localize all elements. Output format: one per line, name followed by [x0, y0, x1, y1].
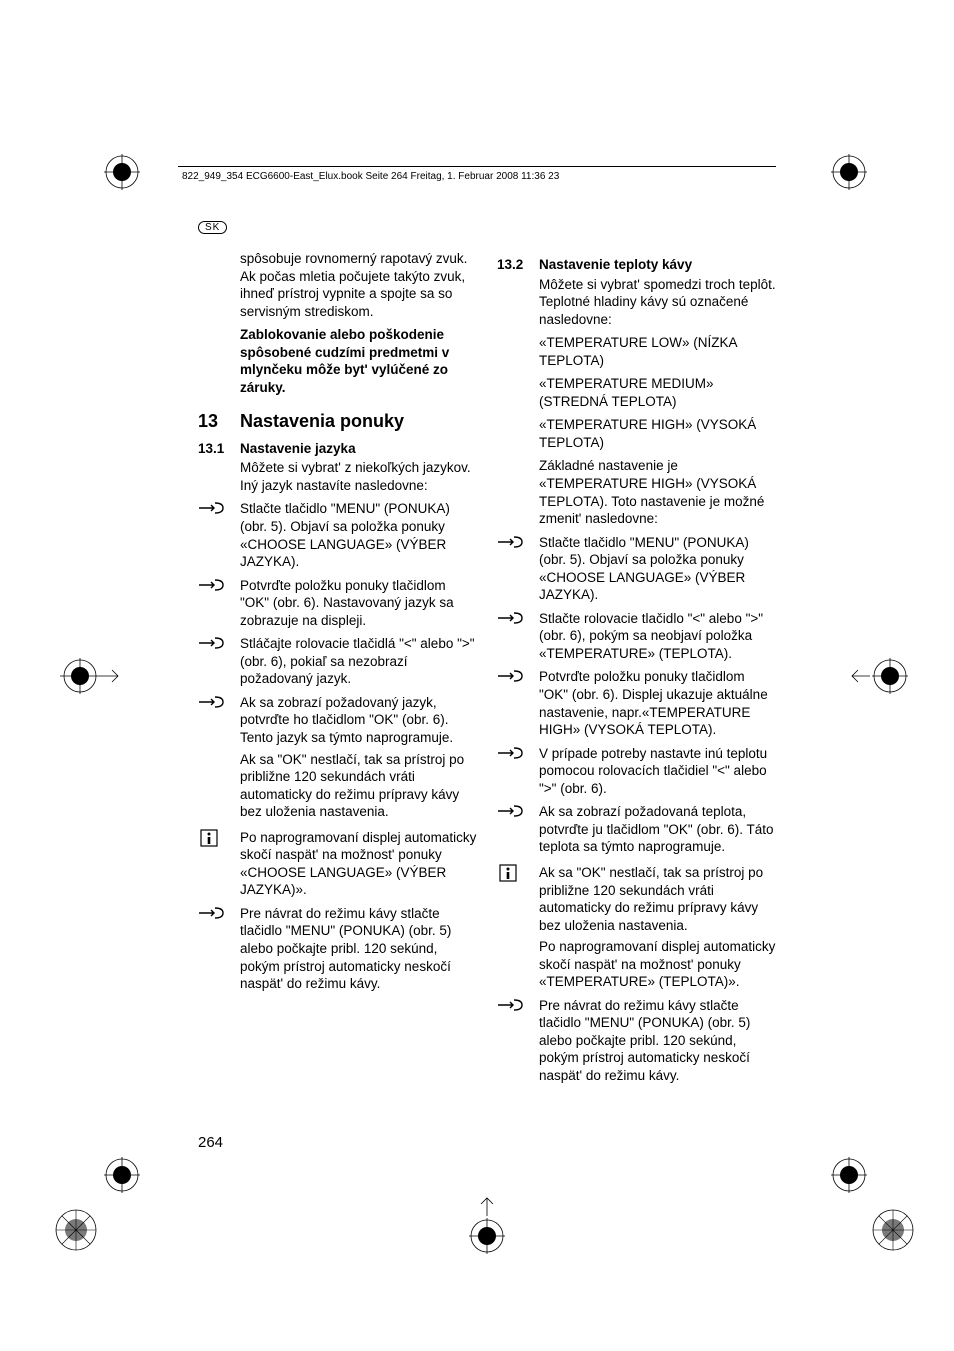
step-3: Stláčajte rolovacie tlačidlá "<" alebo "…: [198, 635, 477, 688]
header-text: 822_949_354 ECG6600-East_Elux.book Seite…: [182, 171, 559, 182]
h2-text: Nastavenie teploty kávy: [539, 256, 692, 274]
hand-icon: [198, 694, 240, 821]
hand-icon: [198, 905, 240, 993]
hand-icon: [497, 534, 539, 604]
hand-icon: [497, 803, 539, 856]
intro-para-2: Zablokovanie alebo poškodenie spôsobené …: [240, 326, 477, 396]
reg-target-tl: [104, 154, 140, 190]
h2-num: 13.1: [198, 440, 240, 458]
page-number: 264: [198, 1134, 223, 1151]
reg-target-tr: [831, 154, 867, 190]
step-text: Potvrďte položku ponuky tlačidlom "OK" (…: [539, 668, 776, 738]
reg-outer-bl: [54, 1208, 98, 1252]
reg-outer-br: [871, 1208, 915, 1252]
left-column: spôsobuje rovnomerný rapotavý zvuk. Ak p…: [198, 250, 477, 1091]
step-r5: Ak sa zobrazí požadovaná teplota, potvrď…: [497, 803, 776, 856]
info-text: Po naprogramovaní displej automaticky sk…: [240, 829, 477, 899]
temp-high: «TEMPERATURE HIGH» (VYSOKÁ TEPLOTA): [539, 416, 776, 451]
info-1: Po naprogramovaní displej automaticky sk…: [198, 829, 477, 899]
step-r6: Pre návrat do režimu kávy stlačte tlačid…: [497, 997, 776, 1085]
info-r1a: Ak sa "OK" nestlačí, tak sa prístroj po …: [539, 865, 763, 933]
section-13-1-heading: 13.1 Nastavenie jazyka: [198, 440, 477, 458]
step-r1: Stlačte tlačidlo "MENU" (PONUKA) (obr. 5…: [497, 534, 776, 604]
section-13-heading: 13 Nastavenia ponuky: [198, 410, 477, 433]
step-text: Pre návrat do režimu kávy stlačte tlačid…: [539, 997, 776, 1085]
intro-para-1: spôsobuje rovnomerný rapotavý zvuk. Ak p…: [240, 250, 477, 320]
temp-medium: «TEMPERATURE MEDIUM» (STREDNÁ TEPLOTA): [539, 375, 776, 410]
right-column: 13.2 Nastavenie teploty kávy Môžete si v…: [497, 250, 776, 1091]
step-1: Stlačte tlačidlo "MENU" (PONUKA) (obr. 5…: [198, 500, 477, 570]
step-text: Potvrďte položku ponuky tlačidlom "OK" (…: [240, 577, 477, 630]
hand-icon: [497, 668, 539, 738]
info-icon: [198, 829, 240, 899]
step-text: Ak sa zobrazí požadovaný jazyk, potvrďte…: [240, 694, 477, 821]
para-13-2-intro: Môžete si vybrat' spomedzi troch teplôt.…: [539, 276, 776, 329]
content-columns: spôsobuje rovnomerný rapotavý zvuk. Ak p…: [198, 250, 776, 1091]
info-icon: [497, 864, 539, 991]
step-text: Stlačte rolovacie tlačidlo "<" alebo ">"…: [539, 610, 776, 663]
para-13-1-intro: Môžete si vybrat' z niekoľkých jazykov. …: [240, 459, 477, 494]
step-text: Ak sa zobrazí požadovaná teplota, potvrď…: [539, 803, 776, 856]
info-r1: Ak sa "OK" nestlačí, tak sa prístroj po …: [497, 864, 776, 991]
step-text: Pre návrat do režimu kávy stlačte tlačid…: [240, 905, 477, 993]
reg-pointer-bottom: [457, 1196, 517, 1256]
para-13-2-default: Základné nastavenie je «TEMPERATURE HIGH…: [539, 457, 776, 527]
language-badge: SK: [198, 221, 227, 234]
step-r3: Potvrďte položku ponuky tlačidlom "OK" (…: [497, 668, 776, 738]
h1-text: Nastavenia ponuky: [240, 410, 404, 433]
step-4: Ak sa zobrazí požadovaný jazyk, potvrďte…: [198, 694, 477, 821]
hand-icon: [497, 745, 539, 798]
step-r4: V prípade potreby nastavte inú teplotu p…: [497, 745, 776, 798]
step-text: Stlačte tlačidlo "MENU" (PONUKA) (obr. 5…: [240, 500, 477, 570]
step-5: Pre návrat do režimu kávy stlačte tlačid…: [198, 905, 477, 993]
step-text: Stláčajte rolovacie tlačidlá "<" alebo "…: [240, 635, 477, 688]
step-text: Stlačte tlačidlo "MENU" (PONUKA) (obr. 5…: [539, 534, 776, 604]
h2-text: Nastavenie jazyka: [240, 440, 356, 458]
hand-icon: [497, 997, 539, 1085]
reg-target-bl: [104, 1157, 140, 1193]
step-2: Potvrďte položku ponuky tlačidlom "OK" (…: [198, 577, 477, 630]
section-13-2-heading: 13.2 Nastavenie teploty kávy: [497, 256, 776, 274]
reg-pointer-left: [60, 646, 120, 706]
step-text: V prípade potreby nastavte inú teplotu p…: [539, 745, 776, 798]
step-4a: Ak sa zobrazí požadovaný jazyk, potvrďte…: [240, 695, 453, 745]
reg-target-br: [831, 1157, 867, 1193]
step-r2: Stlačte rolovacie tlačidlo "<" alebo ">"…: [497, 610, 776, 663]
hand-icon: [198, 577, 240, 630]
temp-low: «TEMPERATURE LOW» (NÍZKA TEPLOTA): [539, 334, 776, 369]
step-4b: Ak sa "OK" nestlačí, tak sa prístroj po …: [240, 752, 464, 820]
hand-icon: [497, 610, 539, 663]
h2-num: 13.2: [497, 256, 539, 274]
reg-pointer-right: [850, 646, 910, 706]
h1-num: 13: [198, 410, 240, 433]
hand-icon: [198, 635, 240, 688]
hand-icon: [198, 500, 240, 570]
header-rule: [178, 166, 776, 167]
info-text: Ak sa "OK" nestlačí, tak sa prístroj po …: [539, 864, 776, 991]
info-r1b: Po naprogramovaní displej automaticky sk…: [539, 939, 775, 989]
